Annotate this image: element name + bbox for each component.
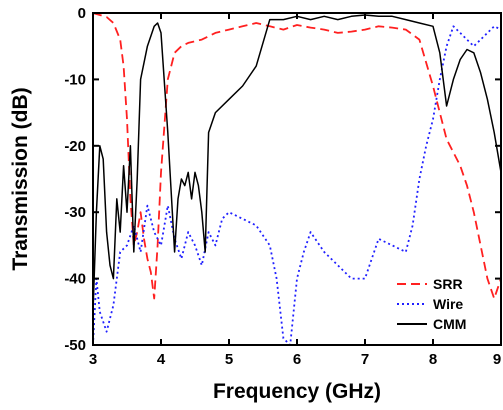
x-tick-label: 8 <box>429 351 437 368</box>
legend-label-wire: Wire <box>433 296 463 312</box>
series-layer <box>93 13 501 345</box>
x-tick-label: 4 <box>157 351 166 368</box>
x-axis-title: Frequency (GHz) <box>213 380 381 403</box>
legend-label-cmm: CMM <box>433 316 466 332</box>
ticks-layer: 3 4 5 6 7 8 9 0 -10 -20 -30 -40 -50 <box>64 5 502 368</box>
series-line-wire <box>93 25 501 345</box>
x-tick-label: 7 <box>361 351 369 368</box>
y-tick-label: -20 <box>64 138 86 155</box>
x-tick-label: 6 <box>293 351 301 368</box>
series-line-cmm <box>93 14 501 312</box>
y-tick-label: -10 <box>64 71 86 88</box>
x-tick-label: 3 <box>89 351 97 368</box>
series-line-srr <box>93 13 501 300</box>
legend-label-srr: SRR <box>433 276 463 292</box>
y-tick-label: 0 <box>78 5 86 22</box>
x-tick-label: 9 <box>493 351 501 368</box>
y-tick-label: -50 <box>64 337 86 354</box>
y-tick-label: -40 <box>64 271 86 288</box>
x-tick-label: 5 <box>225 351 233 368</box>
y-tick-label: -30 <box>64 204 86 221</box>
legend: SRR Wire CMM <box>397 276 466 332</box>
y-axis-title: Transmission (dB) <box>9 87 32 270</box>
